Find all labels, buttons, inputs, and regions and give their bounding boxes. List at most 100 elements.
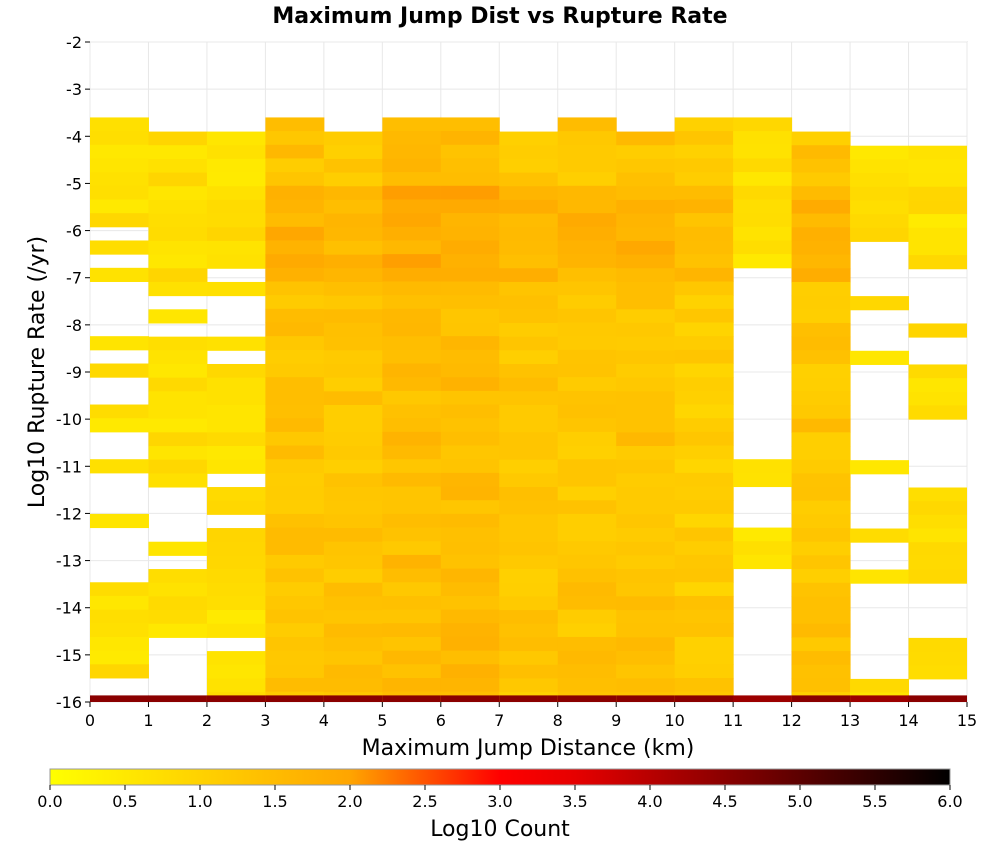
heatmap-cell (206, 569, 266, 584)
heatmap-cell (148, 610, 208, 625)
heatmap-cell (382, 281, 442, 296)
heatmap-cell (206, 145, 266, 160)
heatmap-cell (382, 185, 442, 200)
heatmap-cell (148, 309, 208, 324)
heatmap-cell (265, 295, 325, 310)
heatmap-cell (265, 677, 325, 693)
heatmap-cell (499, 651, 559, 666)
heatmap-cell (323, 336, 383, 351)
colorbar-tick-label: 4.0 (637, 792, 662, 811)
heatmap-cell (499, 172, 559, 187)
heatmap-cell (323, 145, 383, 160)
heatmap-cell (499, 295, 559, 310)
heatmap-cell (616, 610, 676, 625)
heatmap-cell (382, 117, 442, 132)
colorbar-tick-label: 5.5 (862, 792, 887, 811)
heatmap-cell (616, 623, 676, 638)
heatmap-cell (440, 267, 500, 282)
heatmap-cell (616, 131, 676, 146)
heatmap-cell (206, 336, 266, 351)
heatmap-cell (674, 336, 734, 351)
heatmap-cell (265, 254, 325, 269)
heatmap-cell (850, 296, 910, 311)
heatmap-cell (148, 596, 208, 611)
heatmap-cell (440, 431, 500, 447)
heatmap-cell (265, 541, 325, 556)
heatmap-cell (440, 418, 500, 433)
heatmap-cell (674, 226, 734, 241)
heatmap-cell (90, 582, 149, 597)
heatmap-bottom-cell (206, 695, 266, 702)
heatmap-cell (265, 595, 325, 611)
heatmap-cell (499, 350, 559, 365)
heatmap-cell (616, 500, 676, 515)
heatmap-cell (440, 144, 500, 159)
heatmap-cell (499, 582, 559, 597)
heatmap-cell (148, 199, 208, 215)
heatmap-cell (90, 213, 149, 228)
heatmap-cell (90, 595, 149, 611)
heatmap-cell (908, 501, 967, 516)
heatmap-cell (148, 473, 208, 488)
heatmap-cell (148, 350, 208, 365)
heatmap-cell (148, 268, 208, 283)
heatmap-cell (791, 651, 851, 666)
x-axis-ticks: 0 1 2 3 4 5 6 7 8 9 10 11 12 13 14 15 (85, 702, 977, 730)
heatmap-cell (674, 664, 734, 679)
heatmap-cell (148, 145, 208, 160)
heatmap-cell (323, 309, 383, 324)
heatmap-cell (440, 172, 500, 187)
heatmap-cell (791, 309, 851, 324)
heatmap-cell (90, 404, 149, 419)
heatmap-cell (206, 213, 266, 228)
heatmap-cell (265, 226, 325, 241)
heatmap-cell (616, 336, 676, 351)
heatmap-cell (148, 240, 208, 256)
heatmap-cell (265, 336, 325, 351)
heatmap-cell (265, 582, 325, 597)
heatmap-cell (616, 363, 676, 379)
heatmap-cell (323, 541, 383, 556)
heatmap-cell (557, 349, 617, 365)
heatmap-cell (382, 554, 442, 570)
heatmap-cell (616, 391, 676, 406)
heatmap-cell (440, 554, 500, 570)
heatmap-cell (440, 158, 500, 173)
heatmap-cell (557, 513, 617, 529)
heatmap-cell (674, 158, 734, 173)
heatmap-cell (908, 227, 967, 242)
heatmap-cell (791, 528, 851, 543)
x-tick-label: 8 (553, 711, 563, 730)
heatmap-cell (791, 158, 851, 174)
heatmap-cell (733, 199, 793, 214)
colorbar-tick-label: 1.5 (262, 792, 287, 811)
heatmap-cell (557, 322, 617, 337)
heatmap-cell (265, 281, 325, 296)
heatmap-cell (382, 568, 442, 583)
heatmap-cell (557, 158, 617, 173)
heatmap-cell (616, 186, 676, 201)
heatmap-cell (323, 582, 383, 597)
heatmap-cell (440, 486, 500, 501)
heatmap-cell (323, 350, 383, 365)
heatmap-cell (791, 199, 851, 215)
heatmap-cell (733, 131, 793, 146)
heatmap-cell (616, 240, 676, 256)
chart-title: Maximum Jump Dist vs Rupture Rate (272, 4, 727, 29)
heatmap-cell (791, 186, 851, 201)
heatmap-cell (440, 472, 500, 488)
heatmap-cell (616, 432, 676, 447)
heatmap-cell (90, 664, 149, 679)
heatmap-cell (265, 568, 325, 583)
heatmap-cell (850, 678, 910, 694)
heatmap-cell (557, 472, 617, 488)
heatmap-cell (323, 432, 383, 447)
heatmap-cell (733, 459, 793, 474)
x-tick-label: 10 (664, 711, 684, 730)
heatmap-cell (206, 678, 266, 693)
heatmap-cell (90, 650, 149, 665)
heatmap-cell (908, 255, 967, 270)
heatmap-cell (616, 309, 676, 324)
heatmap-cell (791, 432, 851, 447)
heatmap-cell (850, 350, 910, 365)
